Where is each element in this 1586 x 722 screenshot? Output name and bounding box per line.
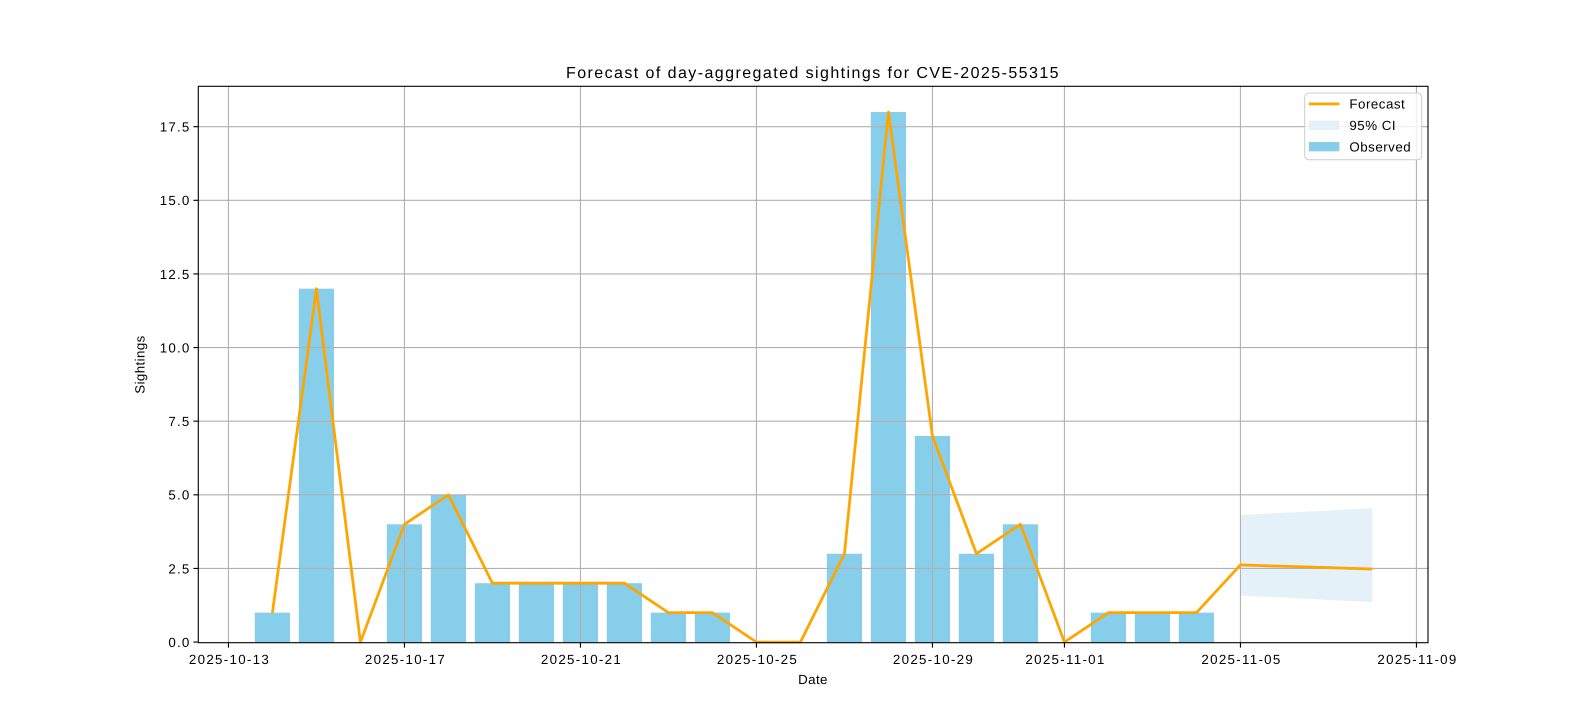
svg-text:17.5: 17.5 <box>160 120 191 135</box>
svg-text:Sightings: Sightings <box>133 335 148 393</box>
svg-text:10.0: 10.0 <box>160 340 191 355</box>
svg-text:5.0: 5.0 <box>168 488 190 503</box>
svg-text:95% CI: 95% CI <box>1349 118 1396 133</box>
svg-text:2025-11-01: 2025-11-01 <box>1025 652 1105 667</box>
svg-text:0.0: 0.0 <box>168 635 190 650</box>
svg-text:Forecast: Forecast <box>1349 97 1405 112</box>
svg-text:2025-10-21: 2025-10-21 <box>541 652 622 667</box>
svg-text:Date: Date <box>798 672 828 687</box>
svg-text:Observed: Observed <box>1349 140 1411 155</box>
svg-text:Forecast of day-aggregated sig: Forecast of day-aggregated sightings for… <box>566 65 1060 82</box>
svg-text:2.5: 2.5 <box>168 561 190 576</box>
svg-text:2025-11-05: 2025-11-05 <box>1201 652 1281 667</box>
svg-text:7.5: 7.5 <box>168 414 190 429</box>
svg-text:2025-10-17: 2025-10-17 <box>365 652 446 667</box>
svg-text:2025-10-29: 2025-10-29 <box>893 652 974 667</box>
svg-text:2025-10-25: 2025-10-25 <box>717 652 798 667</box>
svg-text:2025-10-13: 2025-10-13 <box>189 652 270 667</box>
svg-text:2025-11-09: 2025-11-09 <box>1377 652 1457 667</box>
svg-text:15.0: 15.0 <box>160 193 191 208</box>
svg-text:12.5: 12.5 <box>160 267 191 282</box>
